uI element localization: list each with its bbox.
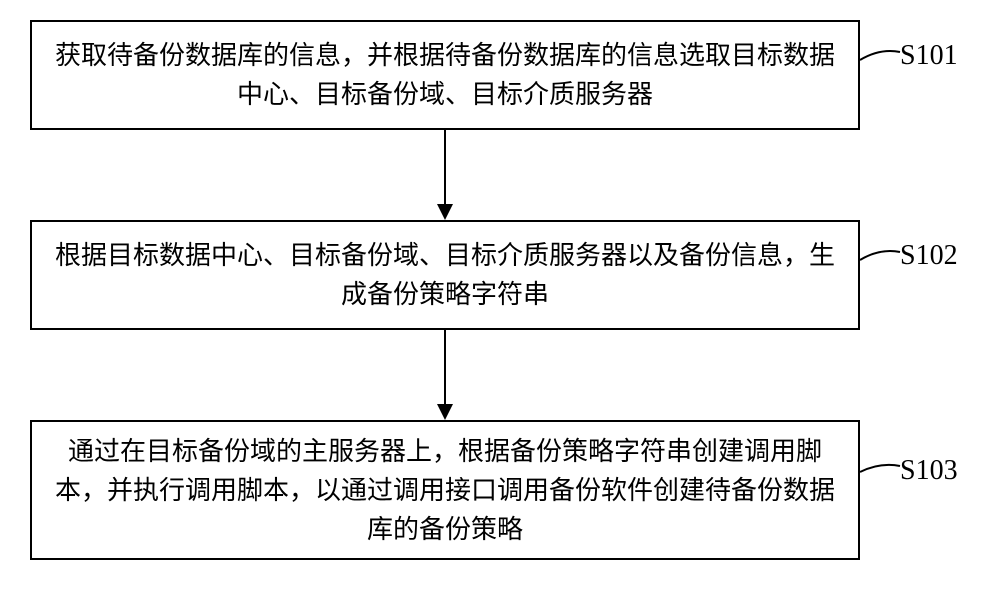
label-connector-s102: [860, 240, 900, 270]
arrow-s101-s102: [437, 130, 453, 220]
flow-label-s101: S101: [900, 40, 958, 72]
flow-node-s103: 通过在目标备份域的主服务器上，根据备份策略字符串创建调用脚本，并执行调用脚本，以…: [30, 420, 860, 560]
flow-node-s102: 根据目标数据中心、目标备份域、目标介质服务器以及备份信息，生成备份策略字符串: [30, 220, 860, 330]
flow-label-s103: S103: [900, 455, 958, 487]
label-connector-s101: [860, 40, 900, 70]
flow-node-text: 通过在目标备份域的主服务器上，根据备份策略字符串创建调用脚本，并执行调用脚本，以…: [52, 432, 838, 549]
arrow-s102-s103: [437, 330, 453, 420]
flow-node-s101: 获取待备份数据库的信息，并根据待备份数据库的信息选取目标数据中心、目标备份域、目…: [30, 20, 860, 130]
flow-label-s102: S102: [900, 240, 958, 272]
flow-node-text: 获取待备份数据库的信息，并根据待备份数据库的信息选取目标数据中心、目标备份域、目…: [52, 36, 838, 114]
flowchart-canvas: 获取待备份数据库的信息，并根据待备份数据库的信息选取目标数据中心、目标备份域、目…: [0, 0, 1000, 591]
flow-node-text: 根据目标数据中心、目标备份域、目标介质服务器以及备份信息，生成备份策略字符串: [52, 236, 838, 314]
label-connector-s103: [860, 450, 900, 480]
